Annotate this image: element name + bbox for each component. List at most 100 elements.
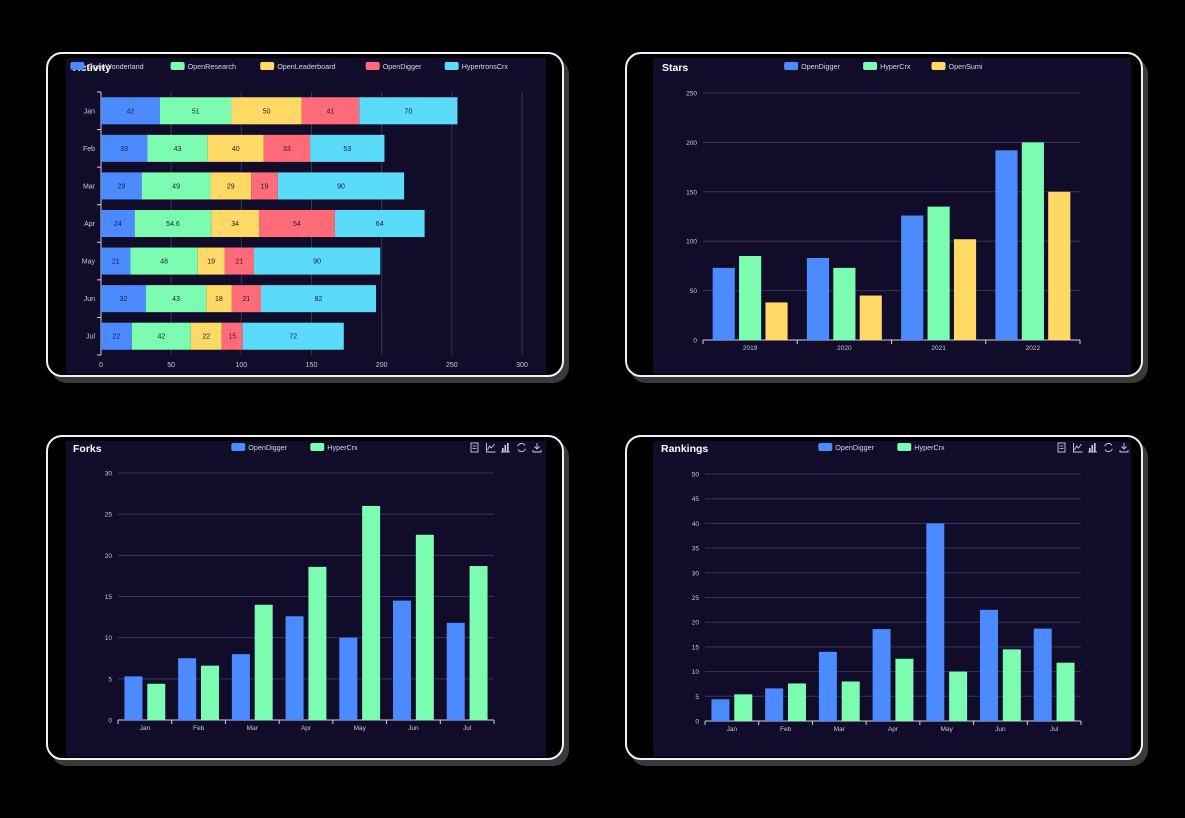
bar-opendigger-jul[interactable] bbox=[446, 622, 465, 720]
bar-hypercrx-may[interactable] bbox=[949, 671, 968, 721]
legend-item-opendigger[interactable]: OpenDigger bbox=[231, 443, 288, 452]
bar-opendigger-jun[interactable] bbox=[393, 600, 412, 720]
bar-openwonderland-jul[interactable] bbox=[101, 322, 132, 350]
bar-openwonderland-apr[interactable] bbox=[101, 209, 135, 238]
bar-openleaderboard-feb[interactable] bbox=[207, 134, 264, 162]
bar-openleaderboard-mar[interactable] bbox=[210, 172, 252, 200]
download-icon[interactable] bbox=[532, 443, 542, 453]
bar-hypercrx-2019[interactable] bbox=[739, 256, 762, 340]
bar-openresearch-feb[interactable] bbox=[147, 134, 208, 162]
bar-openresearch-may[interactable] bbox=[130, 247, 198, 275]
bar-hypercrx-2020[interactable] bbox=[833, 267, 856, 340]
bar-opensumi-2019[interactable] bbox=[765, 302, 788, 340]
bar-opendigger-feb[interactable] bbox=[263, 134, 311, 162]
bar-hypertronscrx-jan[interactable] bbox=[359, 97, 458, 125]
bar-opendigger-may[interactable] bbox=[224, 247, 254, 275]
bar-openresearch-mar[interactable] bbox=[141, 172, 211, 200]
bar-hypertronscrx-apr[interactable] bbox=[334, 209, 425, 238]
bar-opendigger-mar[interactable] bbox=[818, 651, 837, 721]
bar-opendigger-2021[interactable] bbox=[901, 215, 924, 340]
bar-openwonderland-jan[interactable] bbox=[101, 97, 160, 125]
bar-opensumi-2021[interactable] bbox=[953, 239, 977, 340]
legend-item-openresearch[interactable]: OpenResearch bbox=[170, 62, 236, 71]
data-view-icon[interactable] bbox=[470, 442, 479, 453]
bar-opensumi-2022[interactable] bbox=[1048, 191, 1071, 340]
bar-openwonderland-jun[interactable] bbox=[101, 285, 146, 313]
bar-openleaderboard-jul[interactable] bbox=[190, 322, 222, 350]
bar-hypertronscrx-jul[interactable] bbox=[242, 322, 344, 350]
bar-opendigger-jul[interactable] bbox=[1033, 628, 1052, 721]
legend-item-opendigger[interactable]: OpenDigger bbox=[365, 62, 422, 71]
bar-hypercrx-may[interactable] bbox=[362, 505, 381, 720]
bar-opendigger-jan[interactable] bbox=[301, 97, 360, 125]
bar-hypercrx-jul[interactable] bbox=[469, 566, 488, 720]
bar-opendigger-2019[interactable] bbox=[712, 267, 735, 340]
bar-opendigger-mar[interactable] bbox=[231, 654, 250, 720]
legend-item-openwonderland[interactable]: OpenWonderland bbox=[70, 62, 144, 71]
bar-opendigger-may[interactable] bbox=[339, 637, 358, 720]
line-chart-icon[interactable] bbox=[486, 443, 496, 453]
bar-hypercrx-apr[interactable] bbox=[308, 566, 327, 720]
legend-item-openleaderboard[interactable]: OpenLeaderboard bbox=[260, 62, 336, 71]
bar-opendigger-may[interactable] bbox=[926, 523, 945, 721]
legend-item-hypercrx[interactable]: HyperCrx bbox=[897, 443, 945, 452]
bar-chart-icon[interactable] bbox=[1088, 443, 1097, 453]
bar-openleaderboard-apr[interactable] bbox=[211, 209, 260, 238]
bar-hypercrx-jan[interactable] bbox=[734, 694, 753, 721]
bar-hypercrx-feb[interactable] bbox=[200, 665, 219, 720]
bar-opendigger-mar[interactable] bbox=[251, 172, 278, 200]
legend-item-hypercrx[interactable]: HyperCrx bbox=[310, 443, 358, 452]
bar-hypercrx-mar[interactable] bbox=[841, 681, 860, 721]
legend-item-opendigger[interactable]: OpenDigger bbox=[818, 443, 875, 452]
bar-hypercrx-mar[interactable] bbox=[254, 604, 273, 720]
line-chart-icon[interactable] bbox=[1073, 443, 1083, 453]
download-icon[interactable] bbox=[1119, 443, 1129, 453]
bar-hypercrx-jan[interactable] bbox=[147, 683, 166, 720]
bar-hypercrx-2022[interactable] bbox=[1021, 142, 1044, 340]
bar-opendigger-jul[interactable] bbox=[221, 322, 243, 350]
bar-hypertronscrx-mar[interactable] bbox=[277, 172, 405, 200]
bar-hypercrx-feb[interactable] bbox=[787, 683, 806, 721]
bar-openresearch-jan[interactable] bbox=[159, 97, 232, 125]
refresh-icon[interactable] bbox=[1104, 443, 1113, 452]
bar-openleaderboard-jan[interactable] bbox=[231, 97, 302, 125]
bar-hypercrx-apr[interactable] bbox=[895, 658, 914, 721]
bar-opendigger-2022[interactable] bbox=[995, 150, 1018, 340]
bar-openresearch-jul[interactable] bbox=[131, 322, 191, 350]
bar-opendigger-jan[interactable] bbox=[124, 676, 143, 720]
legend-item-opensumi[interactable]: OpenSumi bbox=[931, 62, 983, 71]
bar-opendigger-jun[interactable] bbox=[980, 609, 999, 721]
data-view-icon[interactable] bbox=[1057, 442, 1066, 453]
bar-opendigger-apr[interactable] bbox=[285, 616, 304, 720]
bar-hypertronscrx-jun[interactable] bbox=[260, 285, 377, 313]
data-view-icon-frame bbox=[1057, 442, 1066, 453]
legend-item-hypercrx[interactable]: HyperCrx bbox=[863, 62, 911, 71]
bar-hypertronscrx-may[interactable] bbox=[253, 247, 381, 275]
bar-chart-icon-bar bbox=[1091, 445, 1094, 452]
bar-opendigger-apr[interactable] bbox=[872, 629, 891, 721]
bar-opendigger-feb[interactable] bbox=[765, 688, 784, 721]
bar-opendigger-apr[interactable] bbox=[259, 209, 335, 238]
bar-opendigger-jun[interactable] bbox=[231, 285, 261, 313]
legend-item-opendigger[interactable]: OpenDigger bbox=[784, 62, 840, 71]
bar-opensumi-2020[interactable] bbox=[859, 295, 882, 340]
bar-openwonderland-mar[interactable] bbox=[101, 172, 142, 200]
bar-opendigger-jan[interactable] bbox=[711, 699, 730, 721]
bar-hypercrx-jun[interactable] bbox=[1002, 649, 1021, 721]
bar-openwonderland-may[interactable] bbox=[101, 247, 131, 275]
bar-openleaderboard-jun[interactable] bbox=[206, 285, 232, 313]
bar-opendigger-2020[interactable] bbox=[806, 257, 830, 340]
bar-openwonderland-feb[interactable] bbox=[101, 134, 148, 162]
bar-hypertronscrx-feb[interactable] bbox=[310, 134, 385, 162]
bar-hypercrx-jul[interactable] bbox=[1056, 662, 1075, 721]
bar-openresearch-jun[interactable] bbox=[145, 285, 207, 313]
bar-hypercrx-2021[interactable] bbox=[927, 206, 950, 340]
bar-hypercrx-jun[interactable] bbox=[415, 534, 434, 720]
bar-chart-icon[interactable] bbox=[501, 443, 510, 453]
bar-openresearch-apr[interactable] bbox=[134, 209, 212, 238]
refresh-icon-arc bbox=[517, 443, 526, 452]
bar-opendigger-feb[interactable] bbox=[178, 658, 197, 720]
bar-openleaderboard-may[interactable] bbox=[197, 247, 225, 275]
legend-item-hypertronscrx[interactable]: HypertronsCrx bbox=[444, 62, 509, 71]
refresh-icon[interactable] bbox=[517, 443, 526, 452]
